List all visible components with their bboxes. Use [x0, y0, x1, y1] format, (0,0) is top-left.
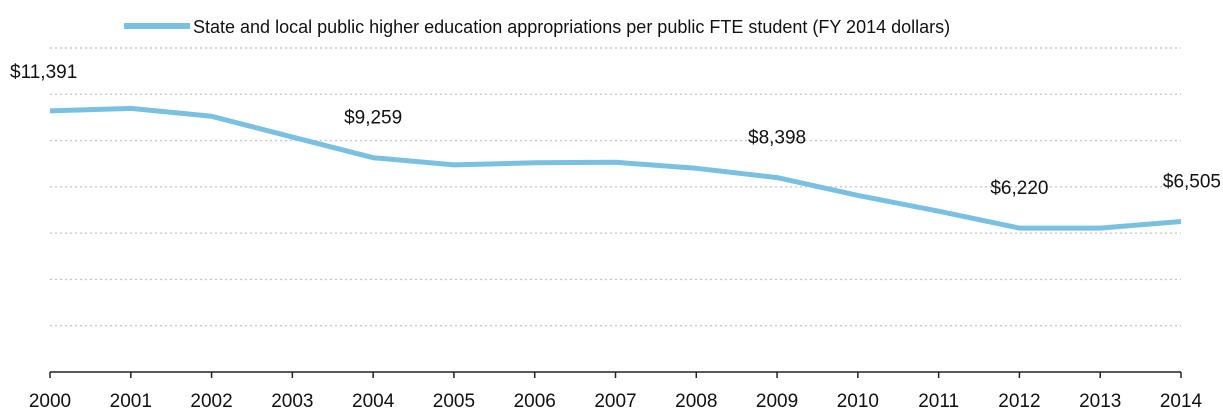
x-tick-label: 2004 — [352, 391, 395, 412]
x-tick-label: 2011 — [918, 391, 959, 412]
x-tick-label: 2014 — [1160, 391, 1203, 412]
chart-legend: State and local public higher education … — [124, 17, 950, 37]
x-tick-label: 2005 — [433, 391, 475, 412]
x-tick-label: 2006 — [514, 391, 556, 412]
x-tick-label: 2000 — [29, 391, 71, 412]
x-tick-label: 2009 — [756, 391, 798, 412]
data-label: $6,220 — [990, 178, 1048, 199]
x-tick-label: 2010 — [837, 391, 879, 412]
x-tick-label: 2007 — [594, 391, 636, 412]
data-label: $6,505 — [1163, 171, 1221, 192]
x-tick-label: 2002 — [190, 391, 232, 412]
data-labels: $11,391 $9,259 $8,398 $6,220 $6,505 — [10, 62, 1221, 199]
data-label: $9,259 — [344, 108, 402, 129]
x-tick-label: 2013 — [1079, 391, 1121, 412]
legend-label: State and local public higher education … — [193, 17, 950, 37]
data-label: $8,398 — [748, 128, 806, 149]
x-tick-label: 2012 — [998, 391, 1040, 412]
data-label: $11,391 — [10, 62, 77, 83]
series-line — [50, 108, 1181, 228]
x-tick-label: 2003 — [271, 391, 313, 412]
series-layer — [50, 108, 1181, 228]
x-tick-label: 2001 — [110, 391, 152, 412]
x-tick-label: 2008 — [675, 391, 717, 412]
x-axis: 2000 2001 2002 2003 2004 2005 2006 2007 2008 2009… — [29, 372, 1203, 412]
